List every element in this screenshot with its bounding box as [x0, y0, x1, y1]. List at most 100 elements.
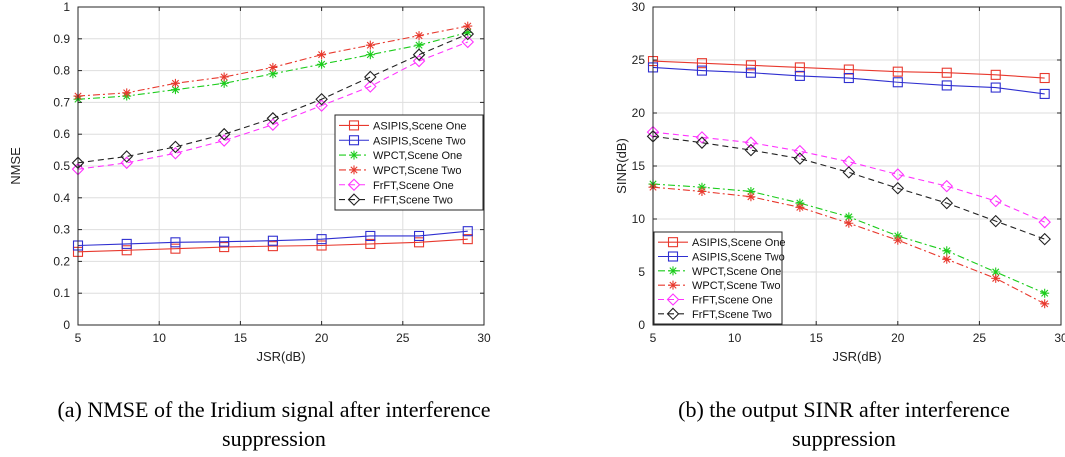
- legend: ASIPIS,Scene One ASIPIS,Scene Two WPCT,Sce…: [334, 114, 484, 211]
- data-point: [990, 82, 1001, 93]
- y-tick-label: 0.6: [53, 127, 70, 141]
- data-point: [1040, 288, 1050, 298]
- data-point: [170, 243, 181, 254]
- data-point: [413, 237, 425, 248]
- data-point: [317, 59, 327, 69]
- data-point: [795, 202, 805, 212]
- x-tick-label: 5: [650, 331, 657, 345]
- x-tick-label: 25: [396, 331, 410, 345]
- data-point: [941, 67, 952, 78]
- series-line: [77, 33, 468, 164]
- data-point: [462, 234, 473, 245]
- data-point: [364, 70, 377, 84]
- x-axis-label: JSR(dB): [256, 349, 305, 364]
- data-point: [696, 58, 708, 69]
- legend-marker: [348, 120, 360, 131]
- data-point: [793, 152, 807, 165]
- data-point: [695, 136, 709, 149]
- x-tick-label: 30: [1054, 331, 1065, 345]
- series-line: [77, 238, 468, 253]
- data-point: [942, 254, 952, 264]
- series-1: [647, 62, 1050, 99]
- legend-box: [653, 231, 783, 325]
- data-point: [893, 235, 903, 245]
- x-tick-label: 10: [728, 331, 742, 345]
- legend-entry: WPCT,Scene Two: [339, 165, 461, 177]
- series-line: [77, 25, 468, 97]
- caption-line: suppression: [222, 426, 326, 451]
- x-tick-label: 10: [153, 331, 167, 345]
- data-point: [844, 218, 854, 228]
- data-point: [794, 70, 805, 81]
- y-tick-label: 1: [63, 0, 70, 14]
- data-point: [1039, 72, 1050, 84]
- data-point: [266, 112, 280, 125]
- data-point: [892, 77, 903, 88]
- data-point: [991, 273, 1001, 283]
- data-point: [990, 69, 1001, 80]
- legend-marker: [348, 135, 360, 146]
- x-axis: 5 10 15 20 25 30: [650, 7, 1065, 345]
- legend-box: [334, 114, 484, 211]
- data-point: [169, 147, 182, 160]
- data-point: [170, 85, 180, 95]
- data-point: [746, 186, 756, 196]
- legend-entry: WPCT,Scene One: [658, 266, 781, 278]
- data-point: [365, 230, 376, 242]
- data-point: [744, 136, 758, 149]
- figure-caption: (a) NMSE of the Iridium signal after int…: [57, 397, 490, 451]
- data-point: [219, 78, 229, 88]
- data-point: [268, 69, 278, 79]
- legend-label: ASIPIS,Scene One: [373, 120, 467, 132]
- y-axis-label: SINR(dB): [614, 138, 629, 194]
- x-tick-label: 15: [810, 331, 824, 345]
- data-point: [266, 118, 280, 131]
- data-point: [414, 40, 424, 50]
- data-point: [412, 54, 426, 68]
- x-tick-label: 20: [891, 331, 905, 345]
- y-axis-label: NMSE: [8, 147, 23, 185]
- data-point: [120, 150, 133, 163]
- data-point: [316, 234, 327, 245]
- legend-entry: ASIPIS,Scene Two: [339, 135, 466, 147]
- data-point: [462, 226, 473, 237]
- data-point: [267, 241, 278, 252]
- series-line: [652, 131, 1045, 223]
- series-1: [72, 226, 473, 251]
- data-point: [461, 35, 475, 49]
- legend-marker: [667, 251, 679, 262]
- data-point: [217, 127, 231, 141]
- y-tick-label: 25: [632, 53, 646, 67]
- figure-caption: (b) the output SINR after interference su…: [678, 397, 1010, 451]
- series-4: [646, 125, 1051, 229]
- data-point: [1039, 88, 1050, 99]
- y-tick-label: 0.4: [53, 191, 70, 205]
- data-point: [365, 238, 376, 249]
- legend-marker: [349, 165, 359, 175]
- data-point: [844, 212, 854, 222]
- series-0: [72, 234, 473, 257]
- data-point: [745, 60, 756, 71]
- data-point: [463, 27, 473, 37]
- plot-area: [71, 21, 475, 257]
- series-line: [652, 66, 1045, 95]
- data-point: [169, 140, 182, 154]
- x-axis: 5 10 15 20 25 30: [75, 7, 491, 345]
- data-point: [940, 179, 954, 193]
- data-point: [1038, 215, 1051, 229]
- data-point: [412, 48, 426, 61]
- x-tick-label: 25: [973, 331, 987, 345]
- data-point: [744, 143, 758, 157]
- data-point: [121, 238, 132, 249]
- series-3: [73, 21, 473, 101]
- data-point: [843, 72, 854, 84]
- legend-entry: FrFT,Scene Two: [658, 307, 772, 321]
- data-point: [219, 72, 229, 82]
- data-point: [1038, 232, 1051, 246]
- legend-marker: [667, 237, 679, 248]
- data-point: [991, 267, 1001, 277]
- legend-entry: ASIPIS,Scene Two: [658, 251, 785, 264]
- y-tick-label: 0.2: [53, 254, 70, 268]
- legend-entry: ASIPIS,Scene One: [339, 120, 467, 132]
